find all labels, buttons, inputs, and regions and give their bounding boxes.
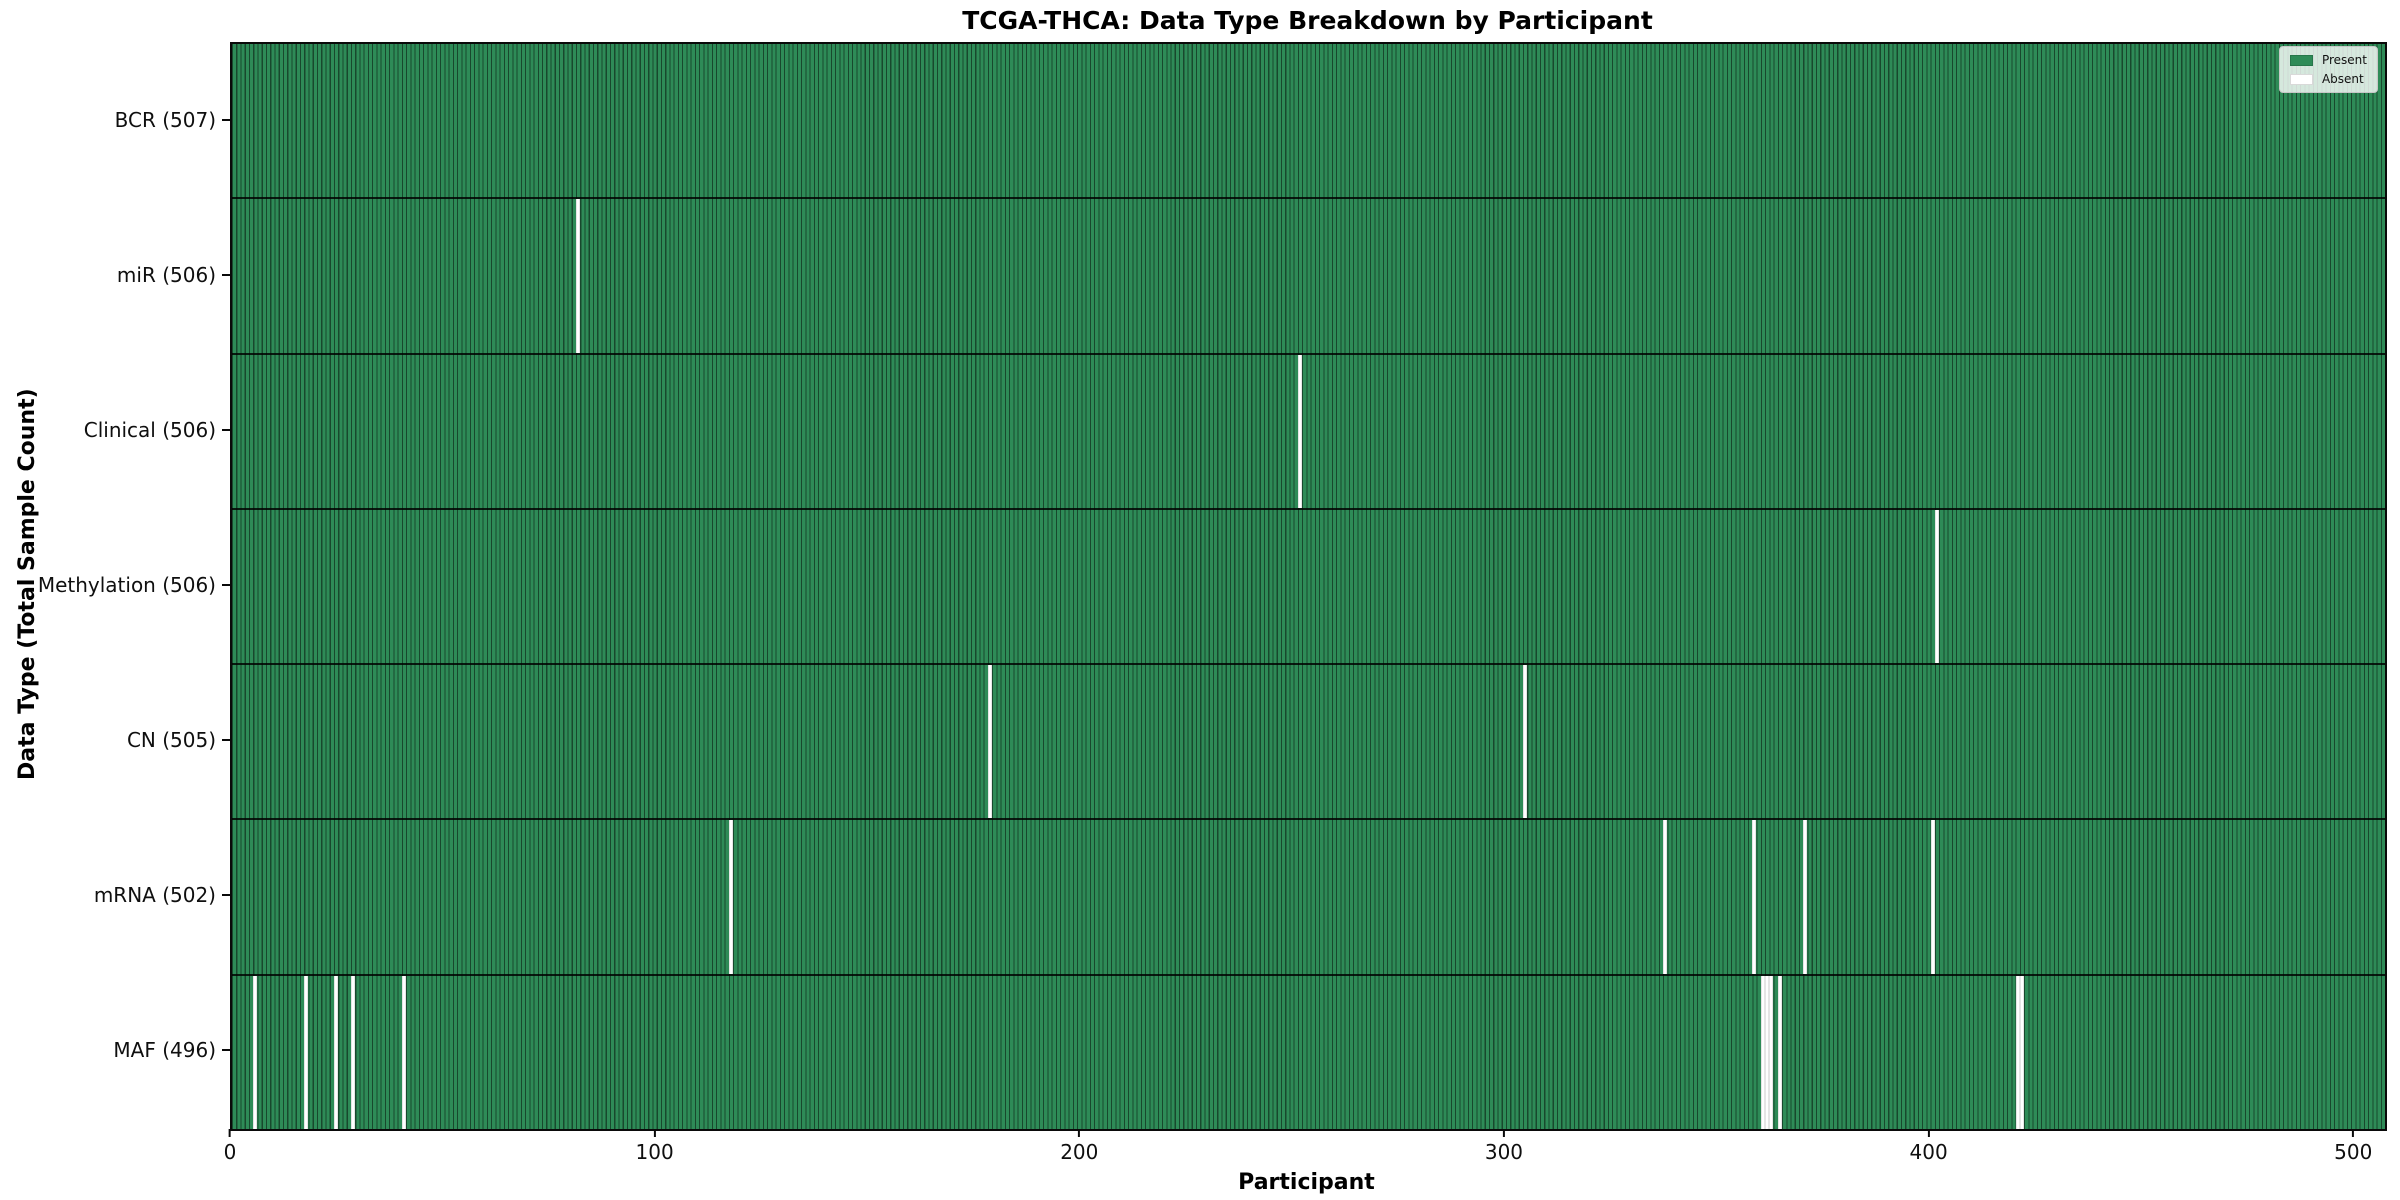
absent-mark — [1752, 820, 1757, 974]
y-tick-mrna: mRNA (502) — [94, 883, 230, 907]
absent-mark — [253, 975, 258, 1129]
y-tick-label: Clinical (506) — [83, 417, 216, 442]
x-tick-0: 0 — [223, 1129, 237, 1164]
absent-mark — [1765, 975, 1770, 1129]
x-tick-mark — [1078, 1129, 1081, 1137]
absent-mark — [2015, 975, 2020, 1129]
x-tick-label: 300 — [1484, 1140, 1524, 1164]
x-axis: 0 100 200 300 400 500 — [224, 1129, 2383, 1193]
y-tick-label: MAF (496) — [113, 1037, 216, 1062]
y-tick-bcr: BCR (507) — [115, 108, 230, 132]
y-tick-label: miR (506) — [116, 262, 216, 287]
absent-mark — [1777, 975, 1782, 1129]
absent-mark — [1803, 820, 1808, 974]
absent-swatch-icon — [2289, 73, 2313, 85]
x-tick-100: 100 — [636, 1129, 674, 1164]
x-tick-label: 400 — [1909, 1140, 1948, 1164]
absent-mark — [1522, 665, 1528, 819]
y-tick-mark — [222, 583, 230, 586]
x-axis-label: Participant — [1238, 1170, 1375, 1195]
y-tick-mark — [222, 738, 230, 741]
datatype-row-mir — [232, 197, 2385, 353]
chart-title: TCGA-THCA: Data Type Breakdown by Partic… — [962, 6, 1653, 35]
x-tick-mark — [2352, 1129, 2355, 1137]
x-tick-label: 200 — [1060, 1140, 1099, 1164]
x-tick-label: 100 — [635, 1140, 674, 1164]
absent-mark — [575, 199, 581, 353]
legend-label-absent: Absent — [2321, 72, 2364, 86]
y-tick-mark — [222, 893, 230, 896]
x-tick-mark — [653, 1129, 656, 1137]
legend-entry-present: Present — [2289, 53, 2367, 67]
datatype-row-cn — [232, 663, 2385, 819]
absent-mark — [1934, 509, 1940, 664]
datatype-row-methylation — [232, 507, 2385, 664]
absent-mark — [2019, 975, 2025, 1129]
x-tick-mark — [1927, 1129, 1930, 1137]
x-tick-300: 300 — [1485, 1129, 1523, 1164]
datatype-row-maf — [232, 973, 2385, 1129]
absent-mark — [728, 820, 734, 974]
present-swatch-icon — [2289, 54, 2313, 66]
legend-entry-absent: Absent — [2289, 72, 2367, 86]
absent-mark — [304, 975, 309, 1129]
absent-mark — [1930, 820, 1935, 974]
x-tick-label: 0 — [223, 1140, 237, 1164]
x-tick-500: 500 — [2334, 1129, 2372, 1164]
x-tick-mark — [228, 1129, 231, 1137]
y-tick-label: Methylation (506) — [37, 572, 216, 597]
y-tick-label: BCR (507) — [114, 107, 216, 132]
y-tick-maf: MAF (496) — [113, 1038, 230, 1062]
datatype-row-clinical — [232, 352, 2385, 508]
y-tick-label: CN (505) — [126, 727, 216, 752]
x-tick-label: 500 — [2334, 1140, 2373, 1164]
absent-mark — [1663, 820, 1668, 974]
y-axis: BCR (507) miR (506) Clinical (506) Methylat… — [0, 42, 230, 1127]
y-tick-mark — [222, 273, 230, 276]
y-tick-clinical: Clinical (506) — [84, 418, 230, 442]
plot-area — [230, 42, 2387, 1131]
absent-mark — [1760, 975, 1765, 1129]
x-tick-200: 200 — [1060, 1129, 1098, 1164]
y-tick-mark — [222, 1048, 230, 1051]
legend-label-present: Present — [2321, 53, 2367, 67]
y-tick-cn: CN (505) — [127, 728, 230, 752]
absent-mark — [333, 975, 339, 1129]
datatype-row-bcr — [232, 44, 2385, 198]
absent-mark — [401, 975, 407, 1129]
absent-mark — [350, 975, 356, 1129]
absent-mark — [1297, 354, 1303, 508]
y-tick-label: mRNA (502) — [93, 882, 216, 907]
x-tick-mark — [1502, 1129, 1505, 1137]
datatype-row-mrna — [232, 818, 2385, 974]
absent-mark — [987, 665, 993, 819]
legend: Present Absent — [2278, 46, 2378, 93]
y-tick-mark — [222, 428, 230, 431]
absent-mark — [1769, 975, 1774, 1129]
x-tick-400: 400 — [1910, 1129, 1948, 1164]
y-tick-methylation: Methylation (506) — [38, 573, 230, 597]
y-tick-mark — [222, 118, 230, 121]
y-tick-mir: miR (506) — [117, 263, 230, 287]
